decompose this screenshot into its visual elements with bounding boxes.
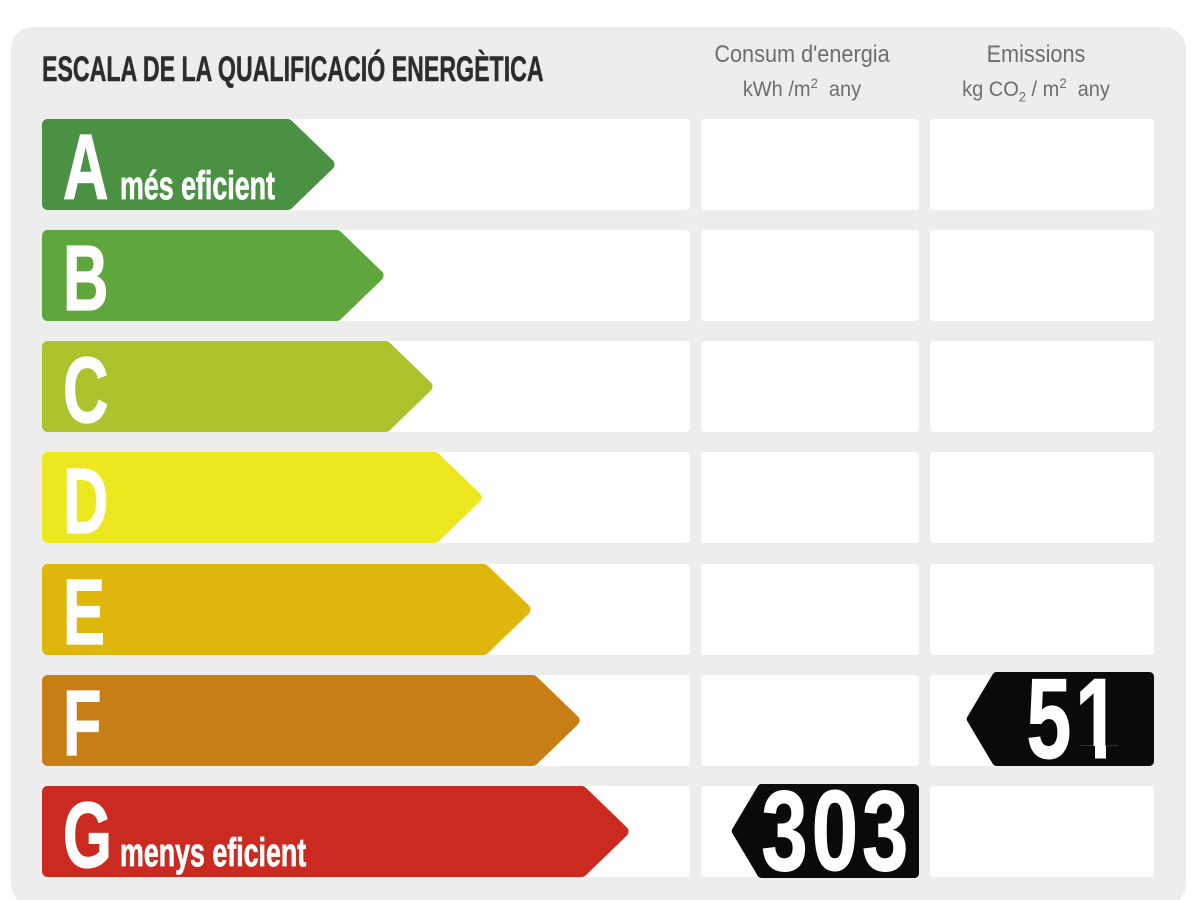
- consum-cell: [701, 674, 919, 766]
- consum-indicator-arrow: [731, 783, 919, 878]
- grade-letter-E: E: [63, 560, 106, 665]
- grade-letter-F: F: [63, 671, 102, 776]
- grade-letter-A: A: [63, 115, 109, 220]
- grade-letter-B: B: [63, 226, 109, 331]
- emissions-indicator-arrow: [966, 672, 1154, 767]
- consum-indicator-value: 303: [761, 767, 913, 895]
- consum-cell: [701, 563, 919, 655]
- column-title: Emissions: [986, 41, 1086, 68]
- grade-bar-B: [42, 229, 384, 321]
- digit-foot-mask: [1106, 746, 1120, 764]
- grade-bar-E: [42, 563, 531, 655]
- column-header-emissions: Emissions kg CO2 / m2 any: [836, 41, 1200, 105]
- grade-letter-D: D: [63, 448, 109, 553]
- consum-cell: [701, 341, 919, 433]
- grade-note-A: més eficient: [120, 163, 275, 208]
- emissions-cell: [930, 118, 1154, 210]
- emissions-cell: [930, 786, 1154, 878]
- consum-cell: [701, 118, 919, 210]
- emissions-cell: [930, 341, 1154, 433]
- column-unit: kg CO2 / m2 any: [962, 74, 1110, 105]
- column-header-consum: Consum d'energia kWh /m2 any: [602, 41, 1002, 101]
- grade-letter-G: G: [63, 782, 113, 887]
- grade-bar-G: [42, 786, 629, 878]
- emissions-cell: [930, 563, 1154, 655]
- consum-cell: [701, 229, 919, 321]
- emissions-cell: [930, 452, 1154, 544]
- grade-note-G: menys eficient: [120, 830, 307, 875]
- emissions-cell: [930, 229, 1154, 321]
- column-unit: kWh /m2 any: [742, 74, 862, 101]
- digit-foot-mask: [1079, 746, 1095, 764]
- grade-letter-C: C: [63, 337, 109, 442]
- emissions-indicator-value: 51: [1026, 656, 1124, 784]
- grade-bar-A: [42, 118, 335, 210]
- page-title: ESCALA DE LA QUALIFICACIÓ ENERGÈTICA: [42, 50, 544, 90]
- grade-bar-C: [42, 341, 433, 433]
- consum-cell: [701, 452, 919, 544]
- grade-bar-F: [42, 674, 580, 766]
- grade-bar-D: [42, 452, 482, 544]
- column-title: Consum d'energia: [714, 41, 890, 68]
